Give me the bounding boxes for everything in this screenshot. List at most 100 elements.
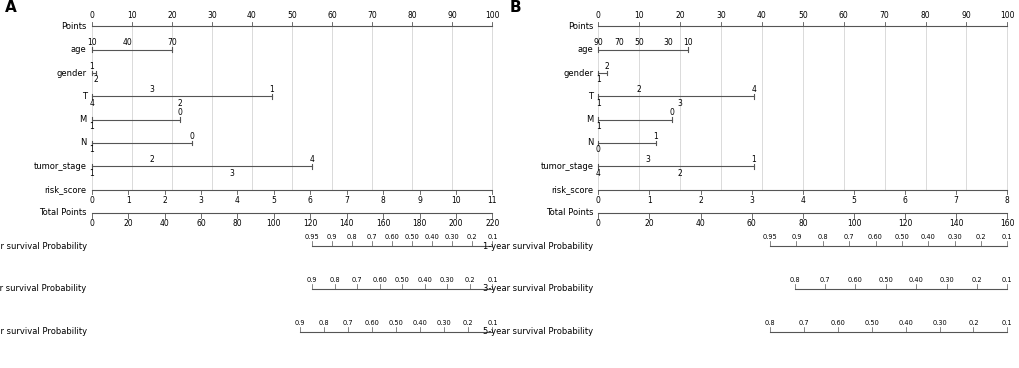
Text: 0.7: 0.7	[352, 277, 362, 283]
Text: 3: 3	[749, 196, 753, 205]
Text: 160: 160	[375, 219, 390, 228]
Text: 160: 160	[999, 219, 1014, 228]
Text: 0.60: 0.60	[847, 277, 862, 283]
Text: 0.50: 0.50	[894, 234, 909, 240]
Text: 50: 50	[797, 11, 807, 20]
Text: 0.8: 0.8	[329, 277, 339, 283]
Text: 100: 100	[266, 219, 281, 228]
Text: 5-year survival Probability: 5-year survival Probability	[483, 328, 593, 336]
Text: gender: gender	[562, 68, 593, 78]
Text: 0.40: 0.40	[920, 234, 934, 240]
Text: 1: 1	[652, 132, 657, 141]
Text: 0: 0	[668, 109, 674, 117]
Text: 0.8: 0.8	[319, 320, 329, 326]
Text: 11: 11	[487, 196, 496, 205]
Text: risk_score: risk_score	[45, 185, 87, 194]
Text: 2: 2	[677, 169, 682, 177]
Text: Points: Points	[568, 22, 593, 31]
Text: 0.9: 0.9	[326, 234, 337, 240]
Text: 60: 60	[838, 11, 848, 20]
Text: 40: 40	[160, 219, 169, 228]
Text: 80: 80	[920, 11, 929, 20]
Text: 80: 80	[797, 219, 807, 228]
Text: 0.60: 0.60	[829, 320, 845, 326]
Text: 0.40: 0.40	[417, 277, 432, 283]
Text: 4: 4	[800, 196, 804, 205]
Text: 70: 70	[613, 39, 623, 47]
Text: 100: 100	[846, 219, 860, 228]
Text: 20: 20	[167, 11, 176, 20]
Text: 0.50: 0.50	[863, 320, 878, 326]
Text: 40: 40	[247, 11, 257, 20]
Text: 3: 3	[149, 85, 154, 94]
Text: 70: 70	[367, 11, 377, 20]
Text: 10: 10	[683, 39, 693, 47]
Text: N: N	[81, 138, 87, 148]
Text: 1: 1	[90, 62, 94, 71]
Text: 0.8: 0.8	[764, 320, 774, 326]
Text: 1: 1	[595, 99, 600, 107]
Text: 0: 0	[595, 219, 600, 228]
Text: Points: Points	[61, 22, 87, 31]
Text: 0.2: 0.2	[975, 234, 985, 240]
Text: 200: 200	[448, 219, 463, 228]
Text: 10: 10	[87, 39, 97, 47]
Text: 5-year survival Probability: 5-year survival Probability	[0, 328, 87, 336]
Text: 0.7: 0.7	[843, 234, 854, 240]
Text: Total Points: Total Points	[545, 208, 593, 217]
Text: 3: 3	[199, 196, 203, 205]
Text: 0.1: 0.1	[487, 234, 497, 240]
Text: 3-year survival Probability: 3-year survival Probability	[483, 284, 593, 293]
Text: 0.2: 0.2	[467, 234, 477, 240]
Text: 1: 1	[595, 75, 600, 84]
Text: 40: 40	[756, 11, 766, 20]
Text: 0.40: 0.40	[898, 320, 912, 326]
Text: 90: 90	[593, 39, 602, 47]
Text: 0.8: 0.8	[346, 234, 357, 240]
Text: 50: 50	[287, 11, 297, 20]
Text: 0.9: 0.9	[791, 234, 801, 240]
Text: 7: 7	[953, 196, 958, 205]
Text: 30: 30	[662, 39, 673, 47]
Text: 3: 3	[644, 155, 649, 164]
Text: 1: 1	[269, 85, 274, 94]
Text: 0.40: 0.40	[908, 277, 923, 283]
Text: 0.1: 0.1	[1001, 277, 1012, 283]
Text: 140: 140	[948, 219, 963, 228]
Text: 3-year survival Probability: 3-year survival Probability	[0, 284, 87, 293]
Text: 10: 10	[126, 11, 137, 20]
Text: 2: 2	[177, 99, 182, 107]
Text: 0.1: 0.1	[487, 320, 497, 326]
Text: 0: 0	[89, 196, 94, 205]
Text: 1: 1	[646, 196, 651, 205]
Text: 4: 4	[89, 99, 94, 107]
Text: 1-year survival Probability: 1-year survival Probability	[0, 241, 87, 251]
Text: 70: 70	[879, 11, 889, 20]
Text: risk_score: risk_score	[550, 185, 593, 194]
Text: 0.30: 0.30	[938, 277, 953, 283]
Text: age: age	[577, 45, 593, 54]
Text: 40: 40	[122, 39, 132, 47]
Text: 80: 80	[407, 11, 417, 20]
Text: 9: 9	[417, 196, 422, 205]
Text: 0.50: 0.50	[394, 277, 410, 283]
Text: 0.1: 0.1	[1001, 234, 1012, 240]
Text: 20: 20	[644, 219, 653, 228]
Text: 0.9: 0.9	[294, 320, 305, 326]
Text: 2: 2	[636, 85, 641, 94]
Text: 2: 2	[162, 196, 167, 205]
Text: 0.7: 0.7	[367, 234, 377, 240]
Text: 10: 10	[634, 11, 643, 20]
Text: 0: 0	[89, 219, 94, 228]
Text: 2: 2	[698, 196, 702, 205]
Text: 140: 140	[339, 219, 354, 228]
Text: B: B	[510, 0, 521, 15]
Text: 0.7: 0.7	[798, 320, 808, 326]
Text: 8: 8	[1004, 196, 1009, 205]
Text: 0.1: 0.1	[1001, 320, 1012, 326]
Text: 1: 1	[125, 196, 130, 205]
Text: age: age	[71, 45, 87, 54]
Text: tumor_stage: tumor_stage	[34, 162, 87, 171]
Text: 0.30: 0.30	[436, 320, 451, 326]
Text: 0.30: 0.30	[931, 320, 946, 326]
